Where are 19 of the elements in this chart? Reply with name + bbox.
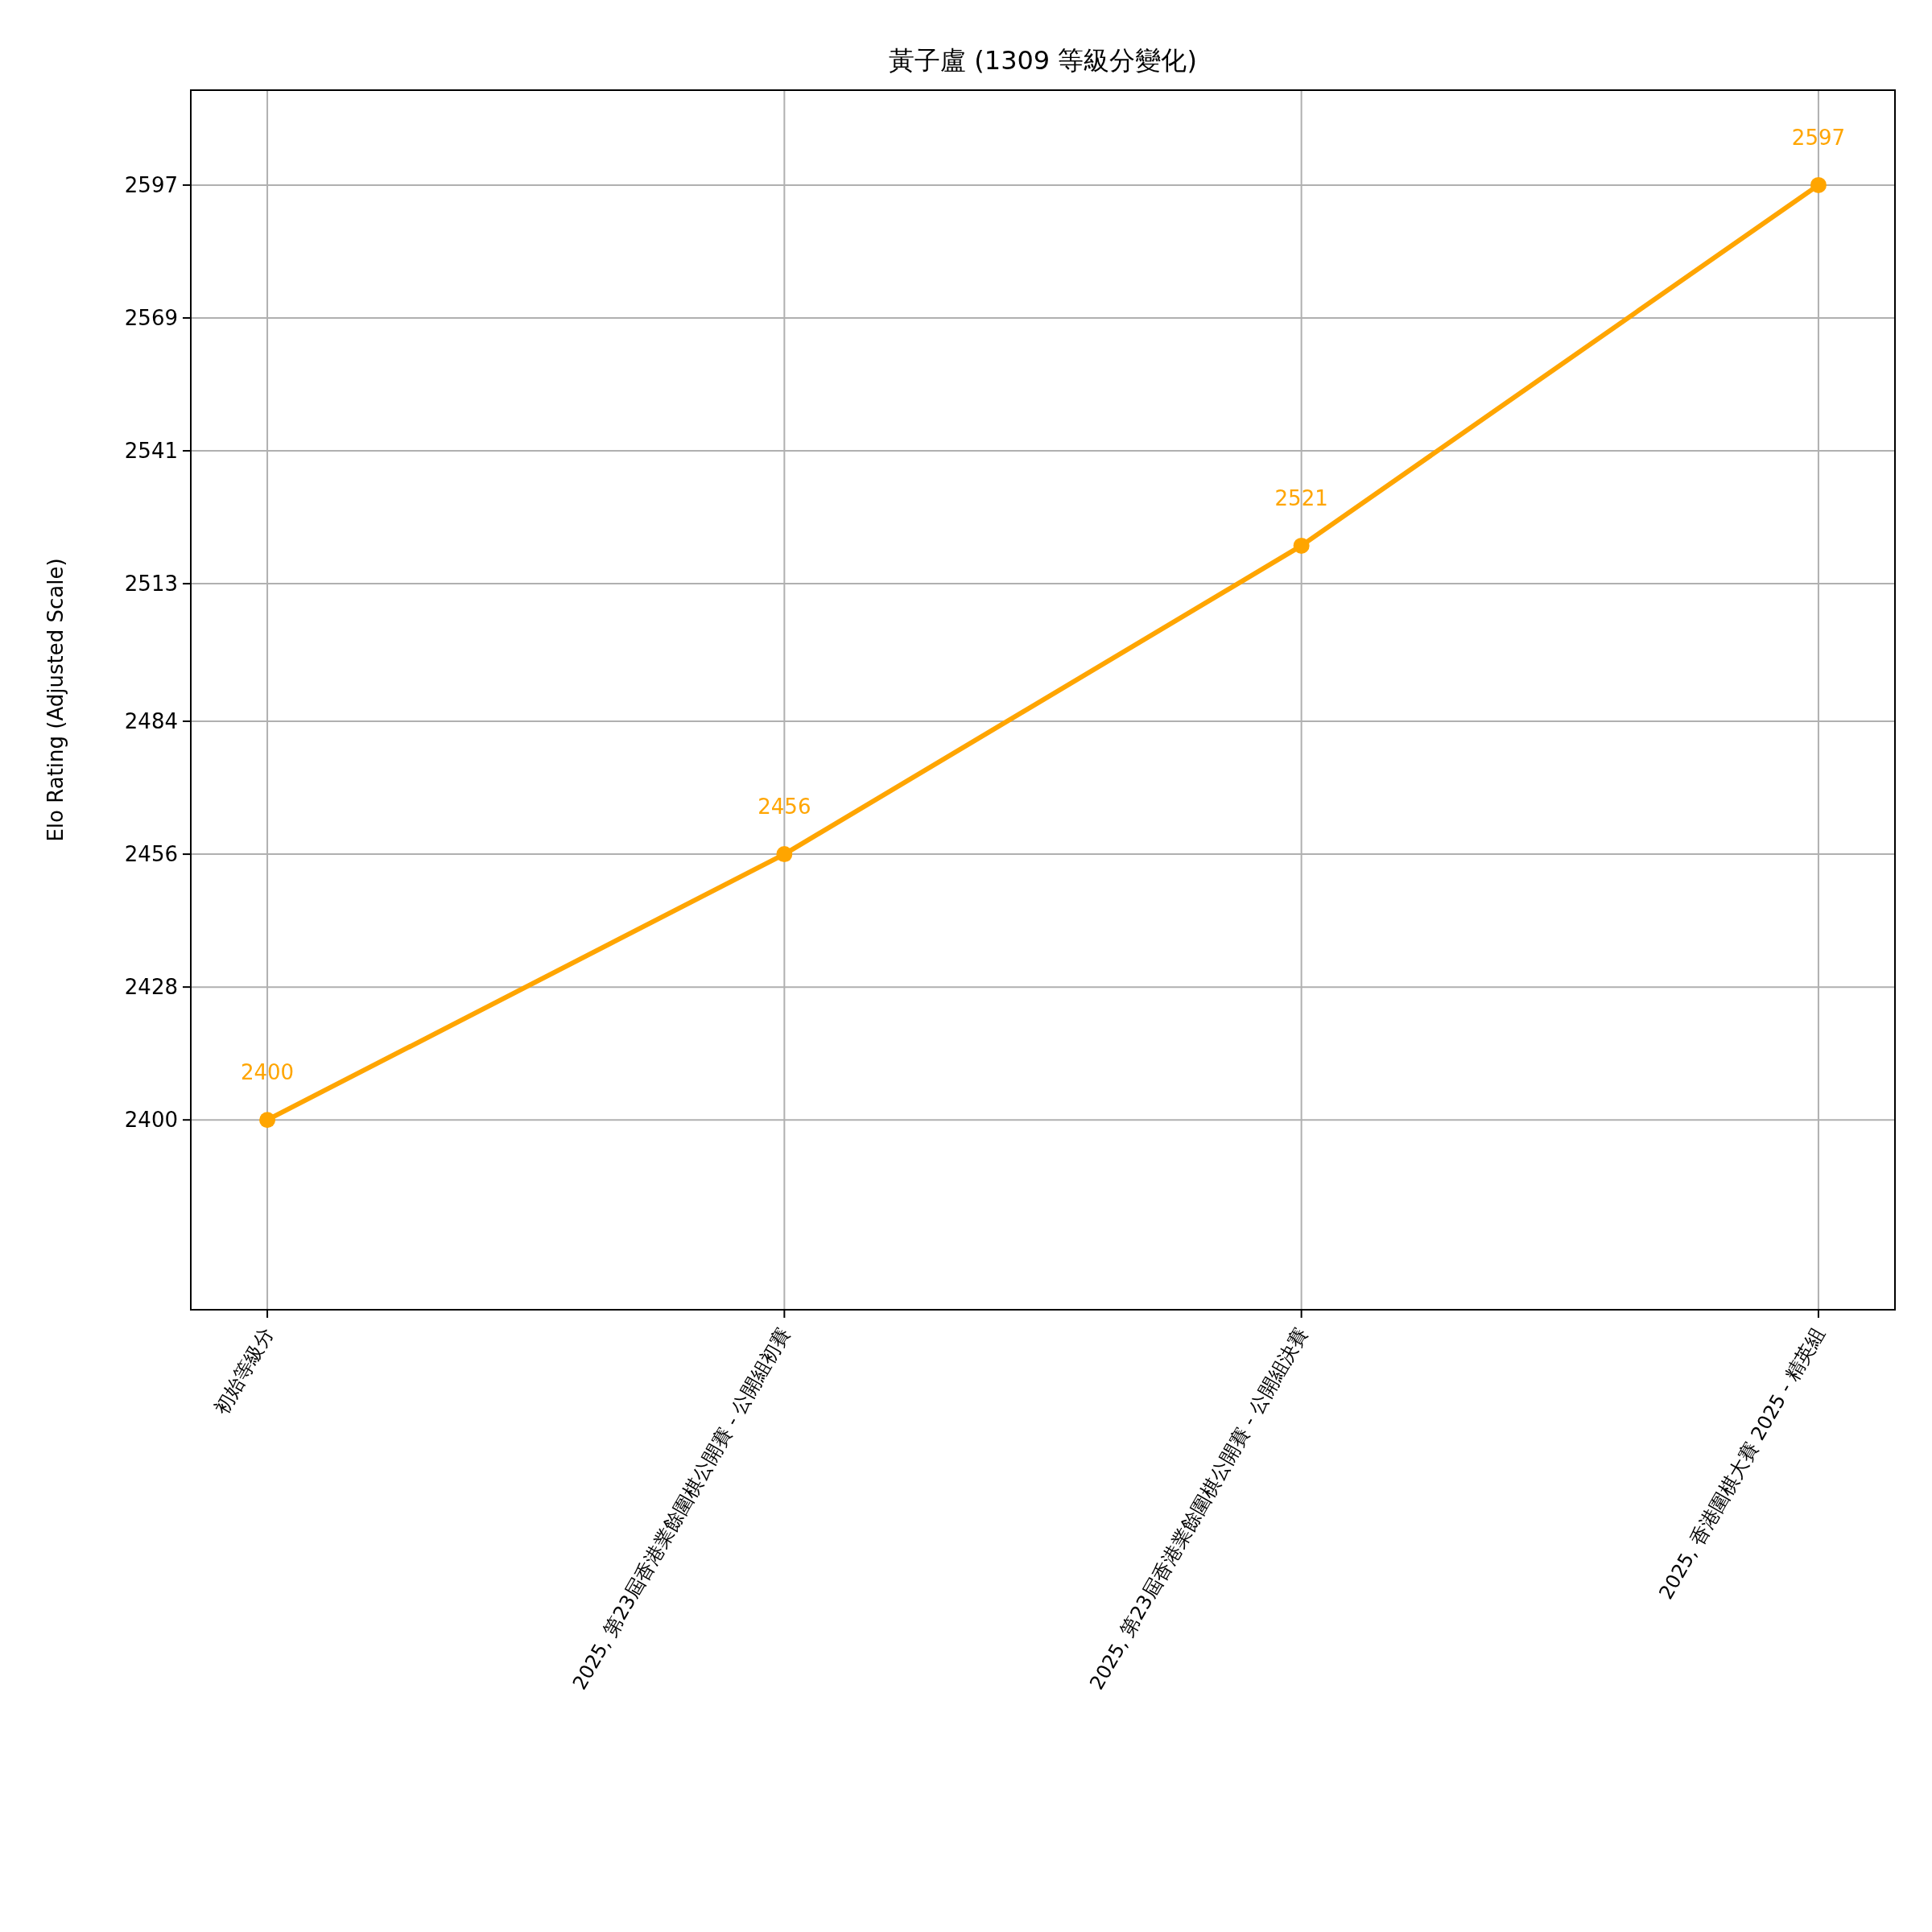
y-tick-label: 2484 (124, 709, 178, 734)
data-label: 2400 (240, 1060, 295, 1085)
y-tick-label: 2400 (124, 1108, 178, 1133)
y-tick-label: 2428 (124, 975, 178, 1000)
point (1293, 537, 1310, 554)
data-label: 2456 (758, 795, 811, 819)
y-tick-label: 2456 (124, 842, 178, 867)
y-tick-label: 2541 (124, 439, 178, 464)
chart-title: 黃子盧 (1309 等級分變化) (889, 45, 1197, 76)
point (776, 846, 793, 863)
y-tick-label: 2569 (124, 305, 178, 330)
y-tick-label: 2597 (124, 172, 178, 197)
data-label: 2597 (1791, 125, 1846, 150)
point (1810, 176, 1827, 193)
data-label: 2521 (1274, 485, 1328, 510)
x-tick-label: 初始等級分 (210, 1323, 279, 1418)
y-tick-label: 2513 (124, 572, 178, 597)
y-axis-title: Elo Rating (Adjusted Scale) (43, 558, 68, 842)
point (259, 1112, 276, 1129)
